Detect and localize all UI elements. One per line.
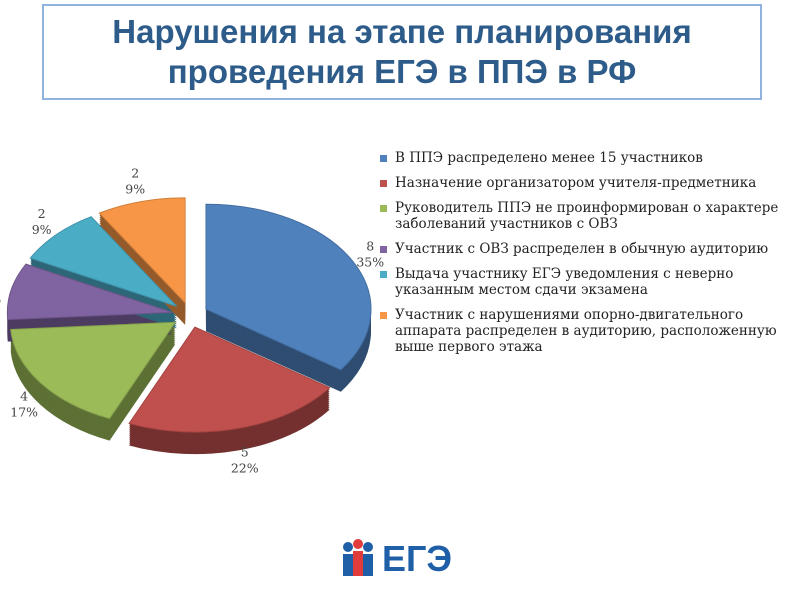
data-label-value: 4 — [20, 389, 28, 404]
legend-swatch — [380, 246, 387, 253]
chart-title: Нарушения на этапе планирования проведен… — [112, 13, 692, 90]
legend-entry: Назначение организатором учителя-предмет… — [380, 175, 795, 191]
logo: ЕГЭ — [340, 538, 452, 580]
legend-entry: Выдача участнику ЕГЭ уведомления с невер… — [380, 266, 795, 298]
legend-entry: В ППЭ распределено менее 15 участников — [380, 150, 795, 166]
data-label-percent: 35% — [356, 254, 384, 269]
data-label-value: 2 — [38, 206, 46, 221]
data-label-percent: 9% — [0, 291, 1, 306]
legend-swatch — [380, 312, 387, 319]
legend-entry: Участник с нарушениями опорно-двигательн… — [380, 307, 795, 355]
slice — [6, 263, 173, 321]
data-label-percent: 22% — [231, 461, 259, 476]
logo-icon — [343, 539, 373, 576]
logo-text: ЕГЭ — [382, 538, 453, 579]
legend-label: Назначение организатором учителя-предмет… — [395, 175, 757, 191]
legend-entry: Участник с ОВЗ распределен в обычную ауд… — [380, 241, 795, 257]
slice — [10, 321, 177, 420]
legend-label: В ППЭ распределено менее 15 участников — [395, 150, 703, 166]
legend-swatch — [380, 205, 387, 212]
data-label-percent: 17% — [10, 405, 38, 420]
legend: В ППЭ распределено менее 15 участников На… — [380, 150, 795, 364]
legend-swatch — [380, 271, 387, 278]
data-label-percent: 9% — [32, 222, 52, 237]
data-label-value: 8 — [366, 238, 374, 253]
data-label-percent: 9% — [125, 181, 145, 196]
slice — [205, 203, 372, 371]
legend-label: Участник с нарушениями опорно-двигательн… — [395, 307, 777, 355]
legend-swatch — [380, 180, 387, 187]
legend-label: Выдача участнику ЕГЭ уведомления с невер… — [395, 266, 734, 298]
legend-label: Участник с ОВЗ распределен в обычную ауд… — [395, 241, 769, 257]
legend-entry: Руководитель ППЭ не проинформирован о ха… — [380, 200, 795, 232]
slice — [29, 216, 178, 307]
legend-swatch — [380, 155, 387, 162]
slice — [128, 326, 331, 433]
slice — [98, 197, 186, 305]
data-label-value: 5 — [241, 445, 249, 460]
legend-label: Руководитель ППЭ не проинформирован о ха… — [395, 200, 779, 232]
title-box: Нарушения на этапе планирования проведен… — [42, 4, 762, 100]
data-label-value: 2 — [131, 165, 139, 180]
